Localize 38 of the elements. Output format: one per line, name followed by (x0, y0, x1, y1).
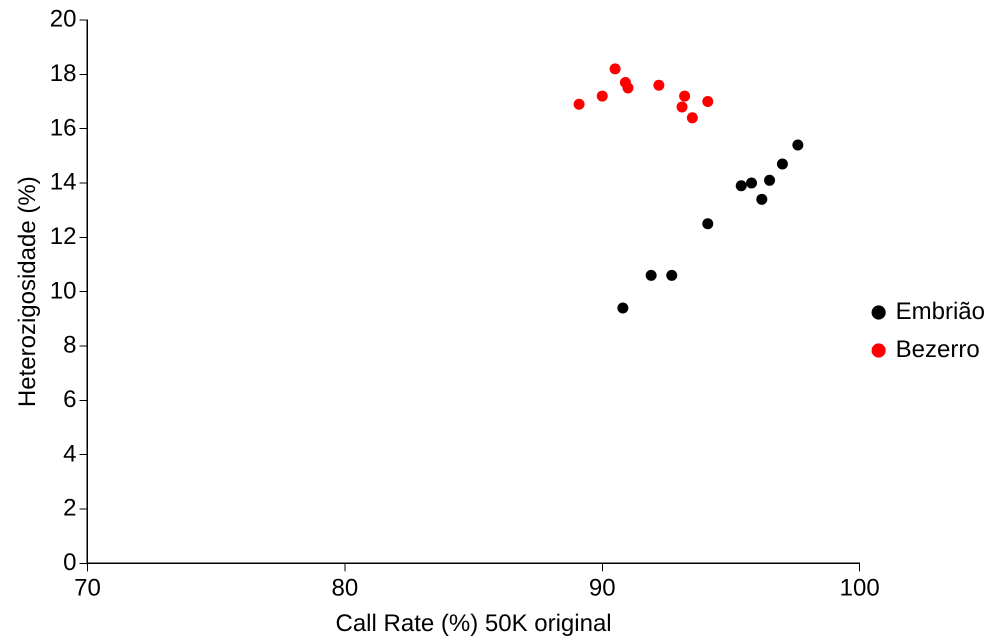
y-tick-label: 4 (63, 440, 76, 468)
point (574, 98, 585, 110)
x-axis-title: Call Rate (%) 50K original (336, 610, 612, 638)
point (764, 174, 776, 186)
point (617, 302, 628, 314)
point (736, 180, 747, 192)
point (792, 139, 804, 150)
point (702, 218, 714, 230)
point (596, 90, 608, 102)
point (646, 270, 657, 281)
x-tick-label: 100 (840, 574, 880, 602)
point (622, 82, 634, 94)
y-tick-label: 14 (50, 168, 76, 196)
x-tick-label: 80 (332, 574, 358, 602)
y-tick-label: 6 (63, 386, 76, 414)
y-tick-label: 12 (50, 222, 76, 250)
point (746, 178, 758, 189)
y-tick-label: 18 (50, 60, 76, 87)
point (653, 80, 664, 91)
point (679, 90, 690, 102)
point (676, 101, 688, 112)
point (610, 63, 621, 74)
point (686, 112, 698, 124)
x-tick-label: 90 (588, 574, 616, 602)
x-tick-label: 70 (74, 574, 101, 602)
y-tick-label: 8 (63, 332, 76, 359)
legend-label: Embrião (896, 298, 986, 326)
y-axis-title: Heterozigosidade (%) (14, 176, 42, 408)
point (756, 194, 768, 205)
legend-label: Bezerro (896, 336, 980, 364)
point (702, 96, 714, 108)
y-tick-label: 0 (63, 549, 76, 576)
point (776, 158, 788, 170)
y-tick-label: 2 (63, 494, 76, 522)
y-tick-label: 10 (50, 277, 76, 304)
y-tick-label: 16 (50, 114, 76, 142)
point (666, 270, 678, 281)
y-tick-label: 20 (50, 6, 76, 33)
